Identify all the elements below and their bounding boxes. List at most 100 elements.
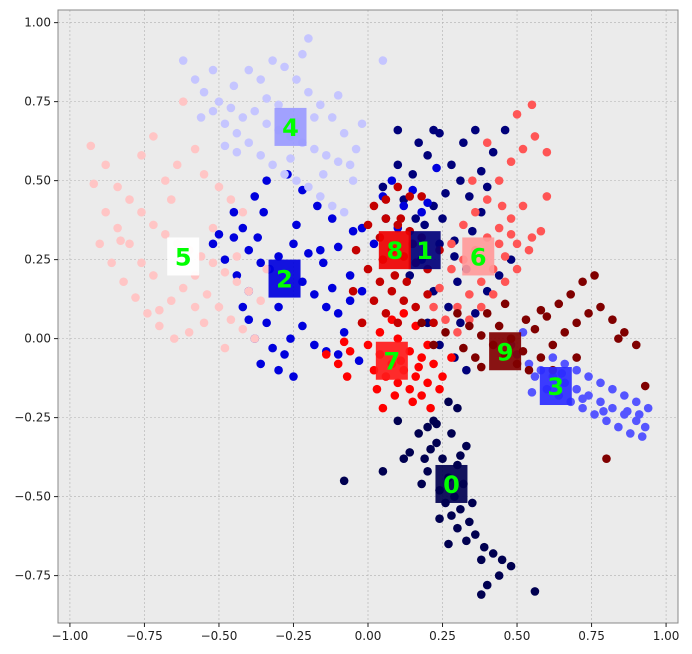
data-point <box>304 249 313 258</box>
data-point <box>399 201 409 211</box>
data-point <box>86 141 96 151</box>
data-point <box>438 454 447 463</box>
data-point <box>321 350 331 359</box>
data-point <box>429 416 438 426</box>
data-point <box>497 555 507 565</box>
data-point <box>640 422 650 432</box>
data-point <box>327 201 337 211</box>
data-point <box>417 353 426 362</box>
data-point <box>447 429 456 438</box>
data-point <box>161 176 170 185</box>
cluster-label-9: 9 <box>497 338 514 366</box>
data-point <box>453 403 462 413</box>
data-point <box>238 113 248 122</box>
data-point <box>423 198 432 208</box>
data-point <box>256 258 265 268</box>
data-point <box>411 302 420 312</box>
cluster-label-box <box>274 107 307 146</box>
data-point <box>229 207 239 217</box>
data-point <box>435 514 444 524</box>
data-point <box>351 245 361 255</box>
data-point <box>459 220 468 230</box>
data-point <box>417 192 426 201</box>
data-point <box>393 416 403 426</box>
cluster-label-0: 0 <box>443 471 460 499</box>
data-point <box>423 340 432 350</box>
cluster-label-7: 7 <box>383 348 400 376</box>
data-point <box>316 245 325 255</box>
data-point <box>226 103 236 113</box>
data-point <box>414 429 423 438</box>
data-point <box>318 170 328 179</box>
data-point <box>476 555 486 565</box>
data-point <box>268 343 277 353</box>
data-point <box>178 97 188 106</box>
data-point <box>542 192 552 201</box>
data-point <box>339 207 349 217</box>
data-point <box>476 277 486 287</box>
data-point <box>250 334 260 343</box>
data-point <box>596 378 605 388</box>
data-point <box>268 56 277 65</box>
data-point <box>226 315 236 324</box>
data-point <box>512 239 522 249</box>
data-point <box>321 302 331 312</box>
data-point <box>280 350 289 359</box>
data-point <box>614 422 623 432</box>
data-point <box>101 160 110 170</box>
data-point <box>435 340 444 350</box>
data-point <box>199 87 209 97</box>
data-point <box>339 128 349 138</box>
y-tick-label: 1.00 <box>24 16 51 30</box>
data-point <box>476 590 486 599</box>
y-tick-label: −0.75 <box>14 569 51 583</box>
data-point <box>274 302 283 312</box>
data-point <box>339 476 349 486</box>
data-point <box>429 359 438 369</box>
cluster-label-box <box>489 332 522 371</box>
data-point <box>608 315 617 324</box>
data-point <box>396 214 406 223</box>
data-point <box>125 195 134 204</box>
data-point <box>375 327 385 337</box>
data-point <box>199 170 209 179</box>
data-point <box>494 271 504 280</box>
cluster-label-box <box>268 259 301 298</box>
data-point <box>208 239 218 249</box>
data-point <box>220 267 230 277</box>
data-point <box>456 451 465 460</box>
cluster-label-1: 1 <box>416 237 433 265</box>
data-point <box>423 290 432 299</box>
data-point <box>378 182 388 192</box>
data-point <box>530 587 540 596</box>
data-point <box>244 65 254 75</box>
data-point <box>232 128 242 138</box>
data-point <box>125 239 134 249</box>
data-point <box>471 125 480 135</box>
data-point <box>345 346 355 356</box>
data-point <box>459 138 468 148</box>
data-point <box>602 454 611 463</box>
data-point <box>465 290 474 299</box>
data-point <box>333 309 343 318</box>
data-point <box>447 160 456 170</box>
data-point <box>369 201 379 211</box>
data-point <box>253 233 263 242</box>
data-point <box>441 327 450 337</box>
data-point <box>608 403 617 413</box>
cluster-label-box <box>375 341 408 380</box>
data-point <box>196 113 206 122</box>
data-point <box>548 340 558 350</box>
data-point <box>429 318 438 328</box>
data-point <box>527 233 537 242</box>
data-point <box>423 378 432 388</box>
x-tick-label: −0.25 <box>275 629 312 643</box>
data-point <box>506 230 516 239</box>
x-tick-label: 0.75 <box>578 629 605 643</box>
data-point <box>321 151 331 160</box>
data-point <box>226 195 236 204</box>
data-point <box>208 258 218 268</box>
data-point <box>572 318 581 328</box>
data-point <box>500 299 510 309</box>
data-point <box>572 365 581 375</box>
